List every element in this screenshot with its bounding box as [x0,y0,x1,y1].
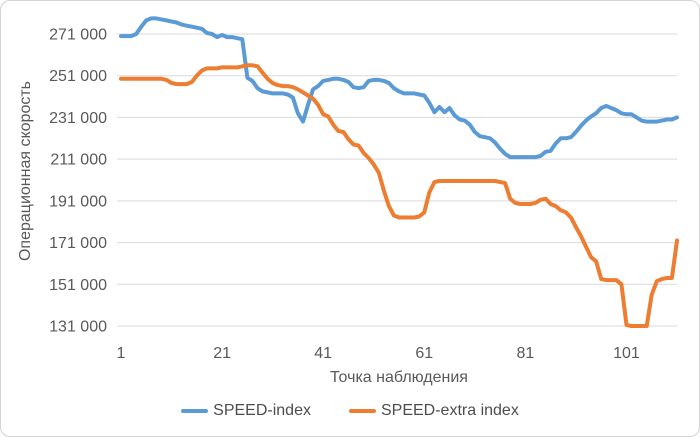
legend-label-speed-extra-index: SPEED-extra index [380,402,519,419]
y-axis-title: Операционная скорость [17,80,34,262]
speed-index-line [119,16,679,160]
speed-index-legend-marker-icon [181,409,209,413]
y-tick-label: 191 000 [49,193,107,210]
y-tick-label: 251 000 [49,68,107,85]
x-tick-label: 81 [516,345,534,362]
legend-item-speed-index: SPEED-index [181,402,311,420]
y-tick-label: 271 000 [49,27,107,44]
speed-extra-index-legend-marker-icon [348,409,376,413]
legend-item-speed-extra-index: SPEED-extra index [348,402,519,420]
x-tick-label: 21 [213,345,231,362]
x-tick-label: 101 [613,345,640,362]
y-tick-label: 231 000 [49,110,107,127]
y-tick-label: 211 000 [50,152,107,169]
speed-extra-index-line [119,63,679,328]
y-tick-label: 131 000 [49,319,107,336]
x-tick-label: 41 [314,345,332,362]
x-tick-label: 61 [415,345,433,362]
x-tick-label: 1 [117,345,126,362]
legend-label-speed-index: SPEED-index [213,402,311,419]
y-tick-label: 171 000 [49,235,107,252]
y-tick-label: 151 000 [49,277,107,294]
chart-legend: SPEED-index SPEED-extra index [1,402,699,420]
x-axis-title: Точка наблюдения [330,369,468,386]
